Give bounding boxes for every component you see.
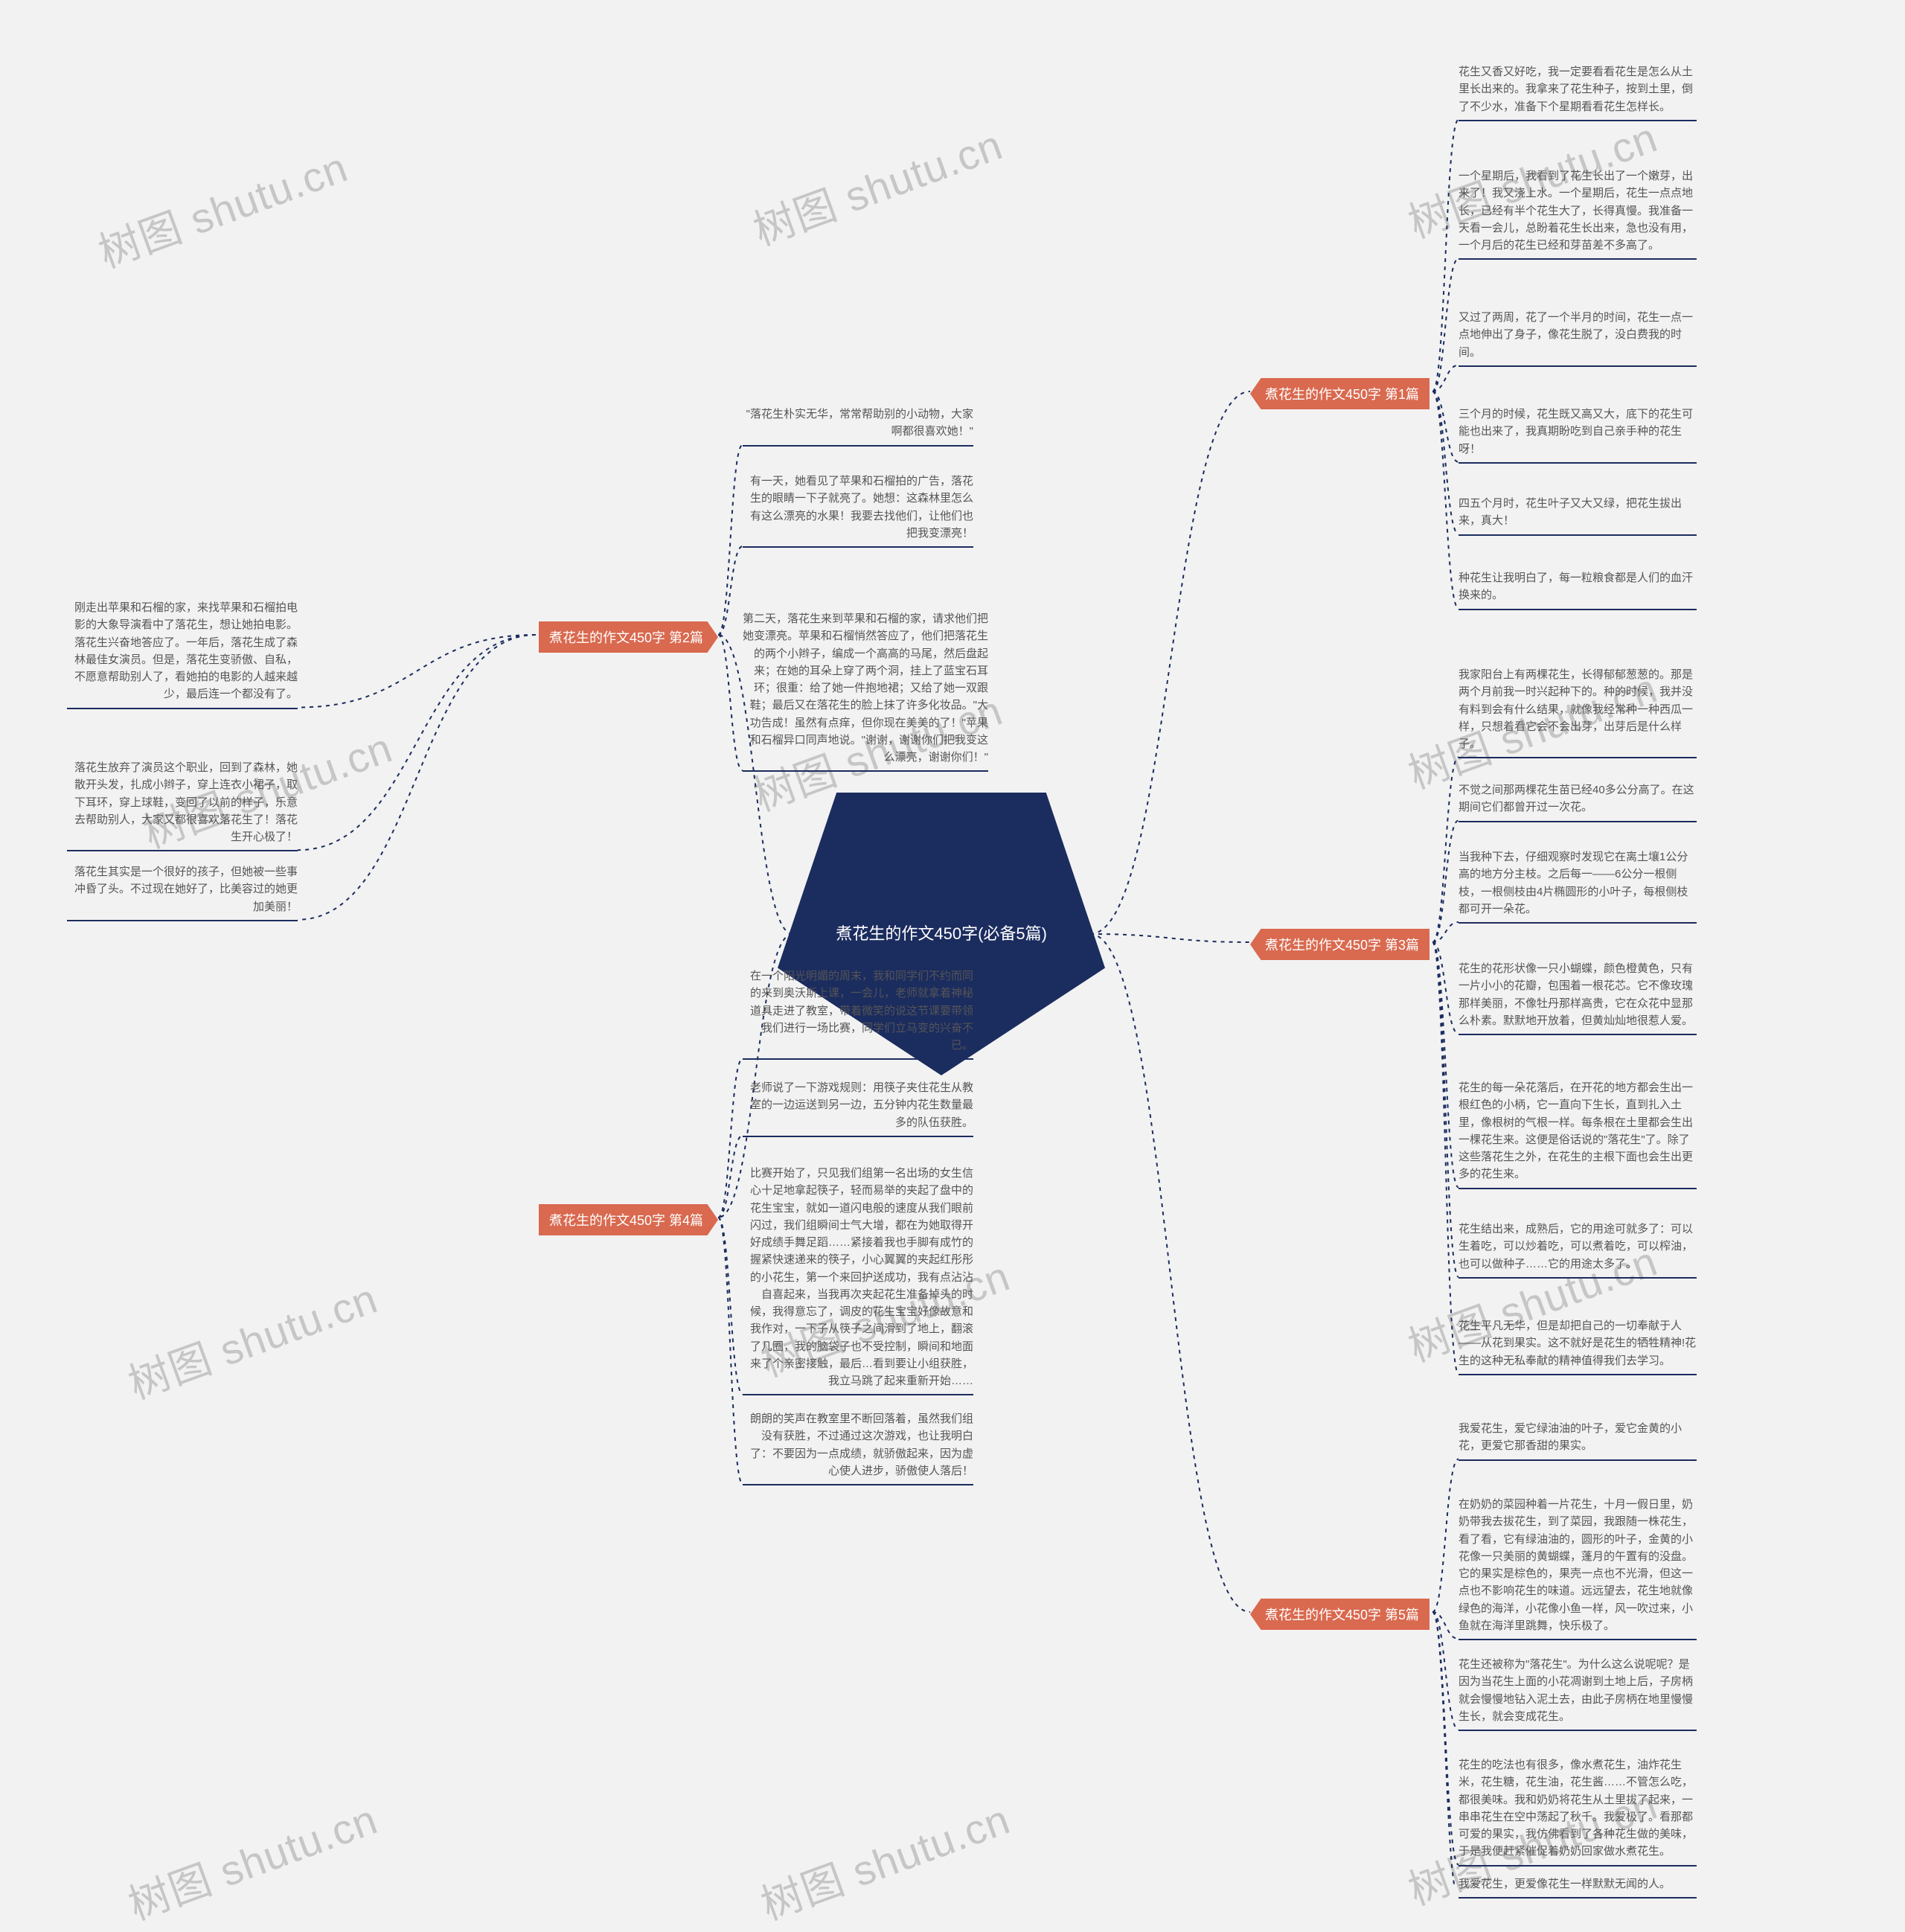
leaf-text: 一个星期后，我看到了花生长出了一个嫩芽，出来了！我又浇上水。一个星期后，花生一点… bbox=[1459, 167, 1697, 260]
section-label: 煮花生的作文450字 第2篇 bbox=[539, 621, 718, 653]
leaf-text: 在一个阳光明媚的周末，我和同学们不约而同的来到奥沃斯上课，一会儿，老师就拿着神秘… bbox=[743, 967, 973, 1060]
connector bbox=[1432, 391, 1459, 609]
section-label: 煮花生的作文450字 第1篇 bbox=[1250, 378, 1429, 409]
section-label: 煮花生的作文450字 第4篇 bbox=[539, 1204, 718, 1235]
connector bbox=[1432, 120, 1459, 391]
connector bbox=[718, 1136, 743, 1218]
leaf-text: "落花生朴实无华，常常帮助别的小动物，大家啊都很喜欢她！" bbox=[743, 406, 973, 447]
connector bbox=[1432, 922, 1459, 942]
leaf-text: 四五个月时，花生叶子又大又绿，把花生拔出来，真大！ bbox=[1459, 495, 1697, 536]
watermark: 树图 shutu.cn bbox=[119, 1265, 385, 1411]
connector bbox=[1432, 1612, 1459, 1730]
connector bbox=[1090, 934, 1250, 1612]
connector bbox=[718, 1058, 743, 1218]
leaf-text: 老师说了一下游戏规则：用筷子夹住花生从教室的一边运送到另一边，五分钟内花生数量最… bbox=[743, 1079, 973, 1137]
center-title: 煮花生的作文450字(必备5篇) bbox=[791, 922, 1092, 947]
connector bbox=[1432, 942, 1459, 1277]
connector bbox=[718, 546, 743, 635]
leaf-text: 花生还被称为"落花生"。为什么这么说呢呢？是因为当花生上面的小花凋谢到土地上后，… bbox=[1459, 1656, 1697, 1731]
watermark: 树图 shutu.cn bbox=[744, 112, 1010, 258]
connector bbox=[718, 1218, 743, 1394]
leaf-text: 当我种下去，仔细观察时发现它在离土壤1公分高的地方分主枝。之后每一——6公分一根… bbox=[1459, 848, 1697, 924]
connector bbox=[1432, 1612, 1459, 1885]
connector bbox=[298, 635, 536, 920]
leaf-text: 花生又香又好吃，我一定要看看花生是怎么从土里长出来的。我拿来了花生种子，按到土里… bbox=[1459, 63, 1697, 121]
connector bbox=[718, 635, 743, 770]
connector bbox=[1432, 942, 1459, 1188]
connector bbox=[298, 635, 536, 850]
connector bbox=[1090, 391, 1250, 934]
leaf-text: 花生的花形状像一只小蝴蝶，颜色橙黄色，只有一片小小的花瓣，包围着一根花芯。它不像… bbox=[1459, 960, 1697, 1035]
leaf-text: 我家阳台上有两棵花生，长得郁郁葱葱的。那是两个月前我一时兴起种下的。种的时候，我… bbox=[1459, 666, 1697, 758]
leaf-text: 又过了两周，花了一个半月的时间，花生一点一点地伸出了身子，像花生脱了，没白费我的… bbox=[1459, 309, 1697, 367]
connector bbox=[298, 635, 536, 708]
section-label: 煮花生的作文450字 第3篇 bbox=[1250, 929, 1429, 960]
connector bbox=[1432, 391, 1459, 462]
leaf-text: 比赛开始了，只见我们组第一名出场的女生信心十足地拿起筷子，轻而易举的夹起了盘中的… bbox=[743, 1165, 973, 1395]
connector bbox=[1432, 821, 1459, 943]
leaf-text: 我爱花生，爱它绿油油的叶子，爱它金黄的小花，更爱它那香甜的果实。 bbox=[1459, 1420, 1697, 1461]
connector bbox=[1090, 934, 1250, 942]
leaf-text: 不觉之间那两棵花生苗已经40多公分高了。在这期间它们都曾开过一次花。 bbox=[1459, 781, 1697, 822]
connector bbox=[1432, 1612, 1459, 1865]
connector bbox=[1432, 258, 1459, 391]
connector bbox=[1432, 757, 1459, 942]
connector bbox=[1432, 391, 1459, 534]
connector bbox=[718, 445, 743, 636]
leaf-text: 种花生让我明白了，每一粒粮食都是人们的血汗换来的。 bbox=[1459, 569, 1697, 610]
leaf-text: 三个月的时候，花生既又高又大，底下的花生可能也出来了，我真期盼吃到自己亲手种的花… bbox=[1459, 406, 1697, 464]
connector bbox=[718, 1218, 743, 1484]
connector bbox=[1432, 365, 1459, 391]
connector bbox=[1432, 1459, 1459, 1613]
leaf-text: 花生的每一朵花落后，在开花的地方都会生出一根红色的小柄，它一直向下生长，直到扎入… bbox=[1459, 1079, 1697, 1189]
watermark: 树图 shutu.cn bbox=[752, 1786, 1017, 1932]
watermark: 树图 shutu.cn bbox=[119, 1786, 385, 1932]
leaf-text: 落花生放弃了演员这个职业，回到了森林，她散开头发，扎成小辫子，穿上连衣小裙子，取… bbox=[67, 759, 298, 851]
leaf-text: 花生结出来，成熟后，它的用途可就多了：可以生着吃，可以炒着吃，可以煮着吃，可以榨… bbox=[1459, 1221, 1697, 1279]
watermark: 树图 shutu.cn bbox=[89, 134, 355, 280]
leaf-text: 花生的吃法也有很多，像水煮花生，油炸花生米，花生糖，花生油，花生酱……不管怎么吃… bbox=[1459, 1756, 1697, 1867]
section-label: 煮花生的作文450字 第5篇 bbox=[1250, 1599, 1429, 1630]
leaf-text: 我爱花生，更爱像花生一样默默无闻的人。 bbox=[1459, 1875, 1697, 1899]
leaf-text: 落花生其实是一个很好的孩子，但她被一些事冲昏了头。不过现在她好了，比美容过的她更… bbox=[67, 863, 298, 921]
leaf-text: 花生平凡无华，但是却把自己的一切奉献于人——从花到果实。这不就好是花生的牺牲精神… bbox=[1459, 1317, 1697, 1375]
leaf-text: 有一天，她看见了苹果和石榴拍的广告，落花生的眼睛一下子就亮了。她想：这森林里怎么… bbox=[743, 473, 973, 548]
leaf-text: 在奶奶的菜园种着一片花生，十月一假日里，奶奶带我去拔花生，到了菜园，我跟随一株花… bbox=[1459, 1496, 1697, 1640]
leaf-text: 朗朗的笑声在教室里不断回落着，虽然我们组没有获胜，不过通过这次游戏，也让我明白了… bbox=[743, 1410, 973, 1485]
leaf-text: 刚走出苹果和石榴的家，来找苹果和石榴拍电影的大象导演看中了落花生，想让她拍电影。… bbox=[67, 599, 298, 709]
connector bbox=[1432, 942, 1459, 1034]
connector bbox=[1432, 1612, 1459, 1639]
leaf-text: 第二天，落花生来到苹果和石榴的家，请求他们把她变漂亮。苹果和石榴悄然答应了，他们… bbox=[743, 610, 988, 772]
connector bbox=[1432, 942, 1459, 1374]
